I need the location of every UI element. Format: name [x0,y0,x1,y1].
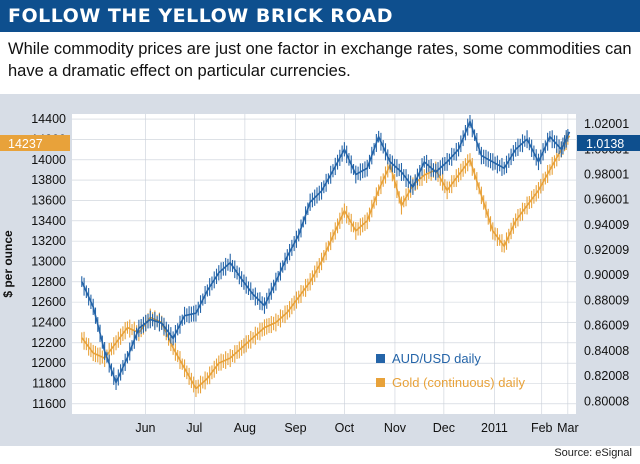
right-tick-label: 0.98001 [584,167,629,181]
x-tick-label: Oct [335,421,355,435]
last-value-right: 1.0138 [586,137,624,151]
right-tick-label: 0.80008 [584,394,629,408]
x-axis: Jun Jul Aug Sep Oct Nov Dec 2011 Feb Mar [135,421,578,435]
source-credit: Source: eSignal [554,447,632,459]
right-tick-label: 0.90009 [584,268,629,282]
x-tick-label: Mar [557,421,579,435]
right-tick-label: 0.86009 [584,319,629,333]
x-tick-label: Sep [284,421,306,435]
y-axis-label: $ per ounce [1,230,15,298]
right-tick-label: 0.92009 [584,243,629,257]
right-tick-label: 0.82008 [584,369,629,383]
left-tick-label: 13800 [31,173,66,187]
left-tick-label: 13200 [31,234,66,248]
left-tick-label: 14400 [31,112,66,126]
left-tick-label: 13000 [31,254,66,268]
title-banner: FOLLOW THE YELLOW BRICK ROAD [0,0,640,32]
legend-aud-swatch [376,354,385,363]
x-tick-label: Jun [135,421,155,435]
x-tick-label: Jul [186,421,202,435]
left-axis: 11600 11800 12000 12200 12400 12600 12800 13000… [31,112,66,411]
x-tick-label: Feb [531,421,553,435]
left-tick-label: 12400 [31,315,66,329]
legend-gold-label: Gold (continuous) daily [392,375,525,390]
x-tick-label: 2011 [481,421,508,435]
right-tick-label: 0.96001 [584,193,629,207]
left-tick-label: 11600 [32,397,66,411]
x-tick-label: Aug [234,421,256,435]
plot-area [72,114,576,414]
grid [72,114,576,414]
x-tick-label: Nov [384,421,407,435]
left-tick-label: 12600 [31,295,66,309]
right-tick-label: 0.94009 [584,218,629,232]
intro-text: While commodity prices are just one fact… [8,40,632,80]
right-tick-label: 0.88009 [584,293,629,307]
left-tick-label: 12000 [31,356,66,370]
last-value-left-box [0,135,70,151]
left-tick-label: 11800 [32,376,66,390]
legend-aud-label: AUD/USD daily [392,351,481,366]
left-tick-label: 12800 [31,275,66,289]
right-tick-label: 0.84008 [584,344,629,358]
right-tick-label: 1.02001 [584,117,629,131]
last-value-left: 14237 [8,137,43,151]
left-tick-label: 12200 [31,336,66,350]
left-tick-label: 14000 [31,153,66,167]
last-value-right-box [577,135,640,151]
x-tick-label: Dec [433,421,455,435]
page-title: FOLLOW THE YELLOW BRICK ROAD [8,5,394,27]
aud-series [81,114,571,390]
right-axis: 0.80008 0.82008 0.84008 0.86009 0.88009 0.900… [584,117,629,408]
left-tick-label: 13400 [31,214,66,228]
legend-gold-swatch [376,378,385,387]
left-tick-label: 13600 [31,193,66,207]
